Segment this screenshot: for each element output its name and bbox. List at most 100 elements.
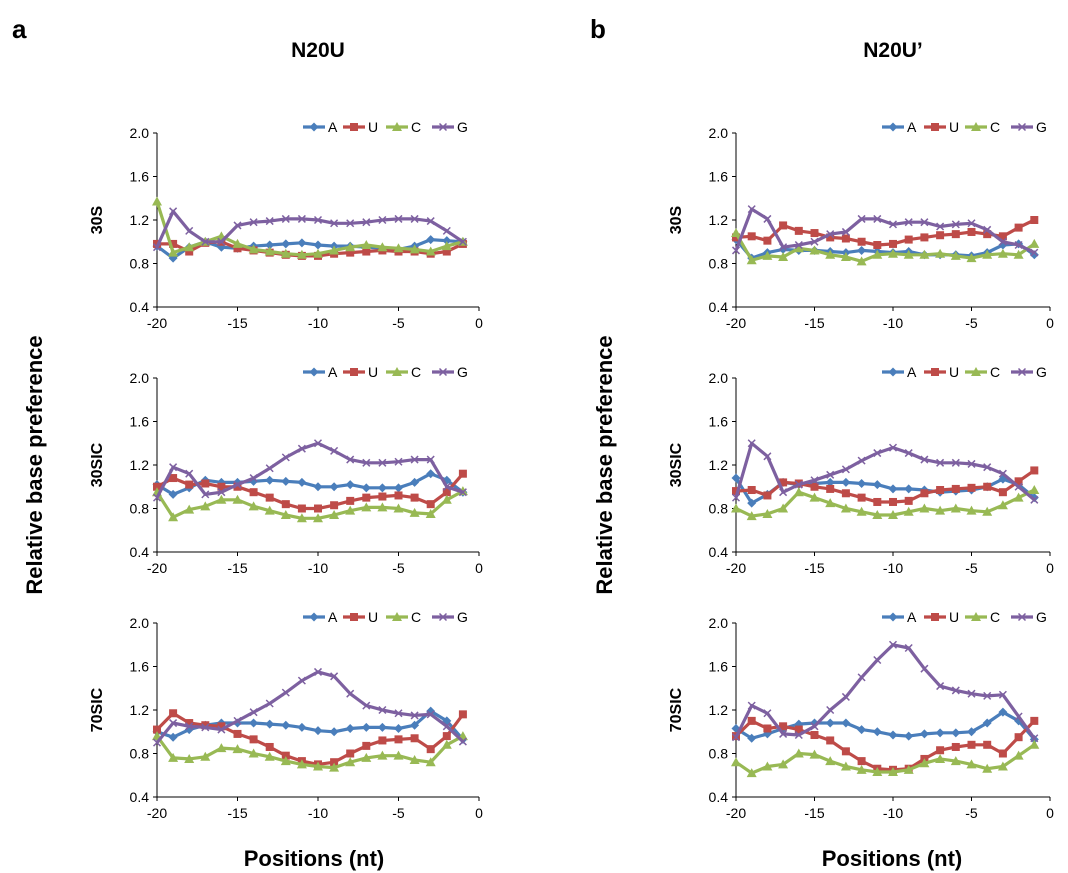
data-point-c	[200, 751, 211, 761]
data-point-u	[458, 710, 467, 719]
data-point-c	[778, 759, 789, 769]
series-g	[731, 205, 1039, 257]
legend-label-g: G	[1036, 119, 1047, 135]
data-point-c	[935, 753, 946, 763]
data-point-g	[779, 729, 788, 738]
y-tick-label: 1.6	[709, 169, 729, 185]
data-point-g	[983, 463, 992, 472]
data-point-u	[873, 241, 882, 250]
data-point-c	[441, 241, 452, 251]
row-label: 30SIC	[668, 442, 685, 487]
data-point-a	[426, 235, 436, 245]
data-point-c	[1029, 238, 1040, 248]
data-point-g	[169, 207, 178, 216]
data-point-g	[873, 449, 882, 458]
data-point-u	[1014, 733, 1023, 742]
data-point-u	[967, 740, 976, 749]
panel-letter-a: a	[12, 14, 27, 44]
data-point-g	[1014, 712, 1023, 721]
legend-label-a: A	[907, 609, 917, 625]
data-point-g	[346, 689, 355, 698]
legend-label-a: A	[328, 609, 338, 625]
y-tick-label: 2.0	[709, 125, 729, 141]
data-point-g	[731, 493, 741, 502]
legend-label-u: U	[949, 119, 959, 135]
data-point-g	[394, 214, 403, 223]
data-point-c	[409, 507, 420, 517]
data-point-u	[249, 488, 258, 497]
data-point-g	[249, 218, 258, 227]
data-point-u	[810, 731, 819, 740]
data-point-c	[248, 244, 259, 254]
data-point-g	[362, 701, 371, 710]
data-point-c	[232, 238, 243, 248]
data-point-g	[346, 455, 355, 464]
data-point-c	[872, 249, 883, 259]
data-point-u	[889, 239, 897, 248]
series-line-g	[155, 670, 464, 744]
data-point-u	[410, 493, 419, 502]
data-point-c	[168, 752, 179, 762]
legend-marker-u	[931, 368, 939, 376]
data-point-u	[794, 226, 803, 235]
x-tick-label: -15	[804, 805, 824, 821]
y-tick-label: 1.2	[709, 212, 729, 228]
panel-letter-b: b	[590, 14, 606, 44]
data-point-a	[297, 722, 307, 732]
data-point-c	[264, 751, 275, 761]
data-point-u	[951, 484, 960, 493]
series-g	[152, 439, 467, 502]
data-point-g	[169, 719, 178, 728]
data-point-g	[810, 722, 819, 731]
data-point-a	[394, 723, 403, 733]
data-point-u	[346, 248, 355, 257]
data-point-u	[763, 236, 772, 245]
data-point-c	[731, 228, 741, 238]
data-point-u	[378, 492, 387, 501]
data-point-g	[888, 443, 898, 452]
data-point-c	[1013, 750, 1024, 760]
data-point-u	[936, 486, 945, 495]
data-point-u	[362, 493, 371, 502]
data-point-g	[1030, 734, 1039, 743]
data-point-a	[919, 729, 929, 739]
series-c	[731, 228, 1040, 266]
data-point-c	[264, 246, 275, 256]
y-axis-label-b: Relative base preference	[592, 335, 617, 594]
series-c	[731, 739, 1040, 778]
data-point-a	[967, 727, 976, 737]
data-point-a	[168, 489, 178, 499]
data-point-g	[362, 458, 371, 467]
data-point-u	[1030, 466, 1039, 475]
data-point-c	[184, 242, 195, 252]
data-point-c	[966, 505, 977, 515]
data-point-c	[329, 245, 340, 255]
data-point-g	[233, 221, 242, 230]
x-tick-label: -5	[392, 560, 405, 576]
data-point-u	[281, 751, 290, 760]
y-tick-label: 1.6	[709, 414, 729, 430]
data-point-c	[778, 251, 789, 261]
data-point-c	[409, 755, 420, 765]
data-point-g	[313, 439, 323, 448]
data-point-u	[442, 732, 451, 741]
data-point-g	[967, 219, 976, 228]
data-point-a	[297, 238, 307, 248]
data-point-c	[778, 503, 789, 513]
data-point-c	[393, 750, 404, 760]
legend-label-g: G	[457, 364, 468, 380]
data-point-c	[966, 759, 977, 769]
data-point-c	[809, 245, 820, 255]
data-point-g	[362, 218, 371, 227]
data-point-g	[346, 219, 355, 228]
data-point-u	[442, 247, 451, 256]
data-point-u	[904, 496, 913, 505]
x-tick-label: -5	[965, 805, 978, 821]
data-point-a	[313, 482, 323, 492]
data-point-a	[281, 720, 291, 730]
data-point-c	[997, 248, 1008, 258]
chart-b-30sic: 0.4 0.8 1.2 1.6 2.0 -20 -15 -10 -5 0 30SIC A U C G	[668, 364, 1054, 576]
data-point-c	[296, 513, 307, 523]
legend-label-c: C	[411, 119, 421, 135]
